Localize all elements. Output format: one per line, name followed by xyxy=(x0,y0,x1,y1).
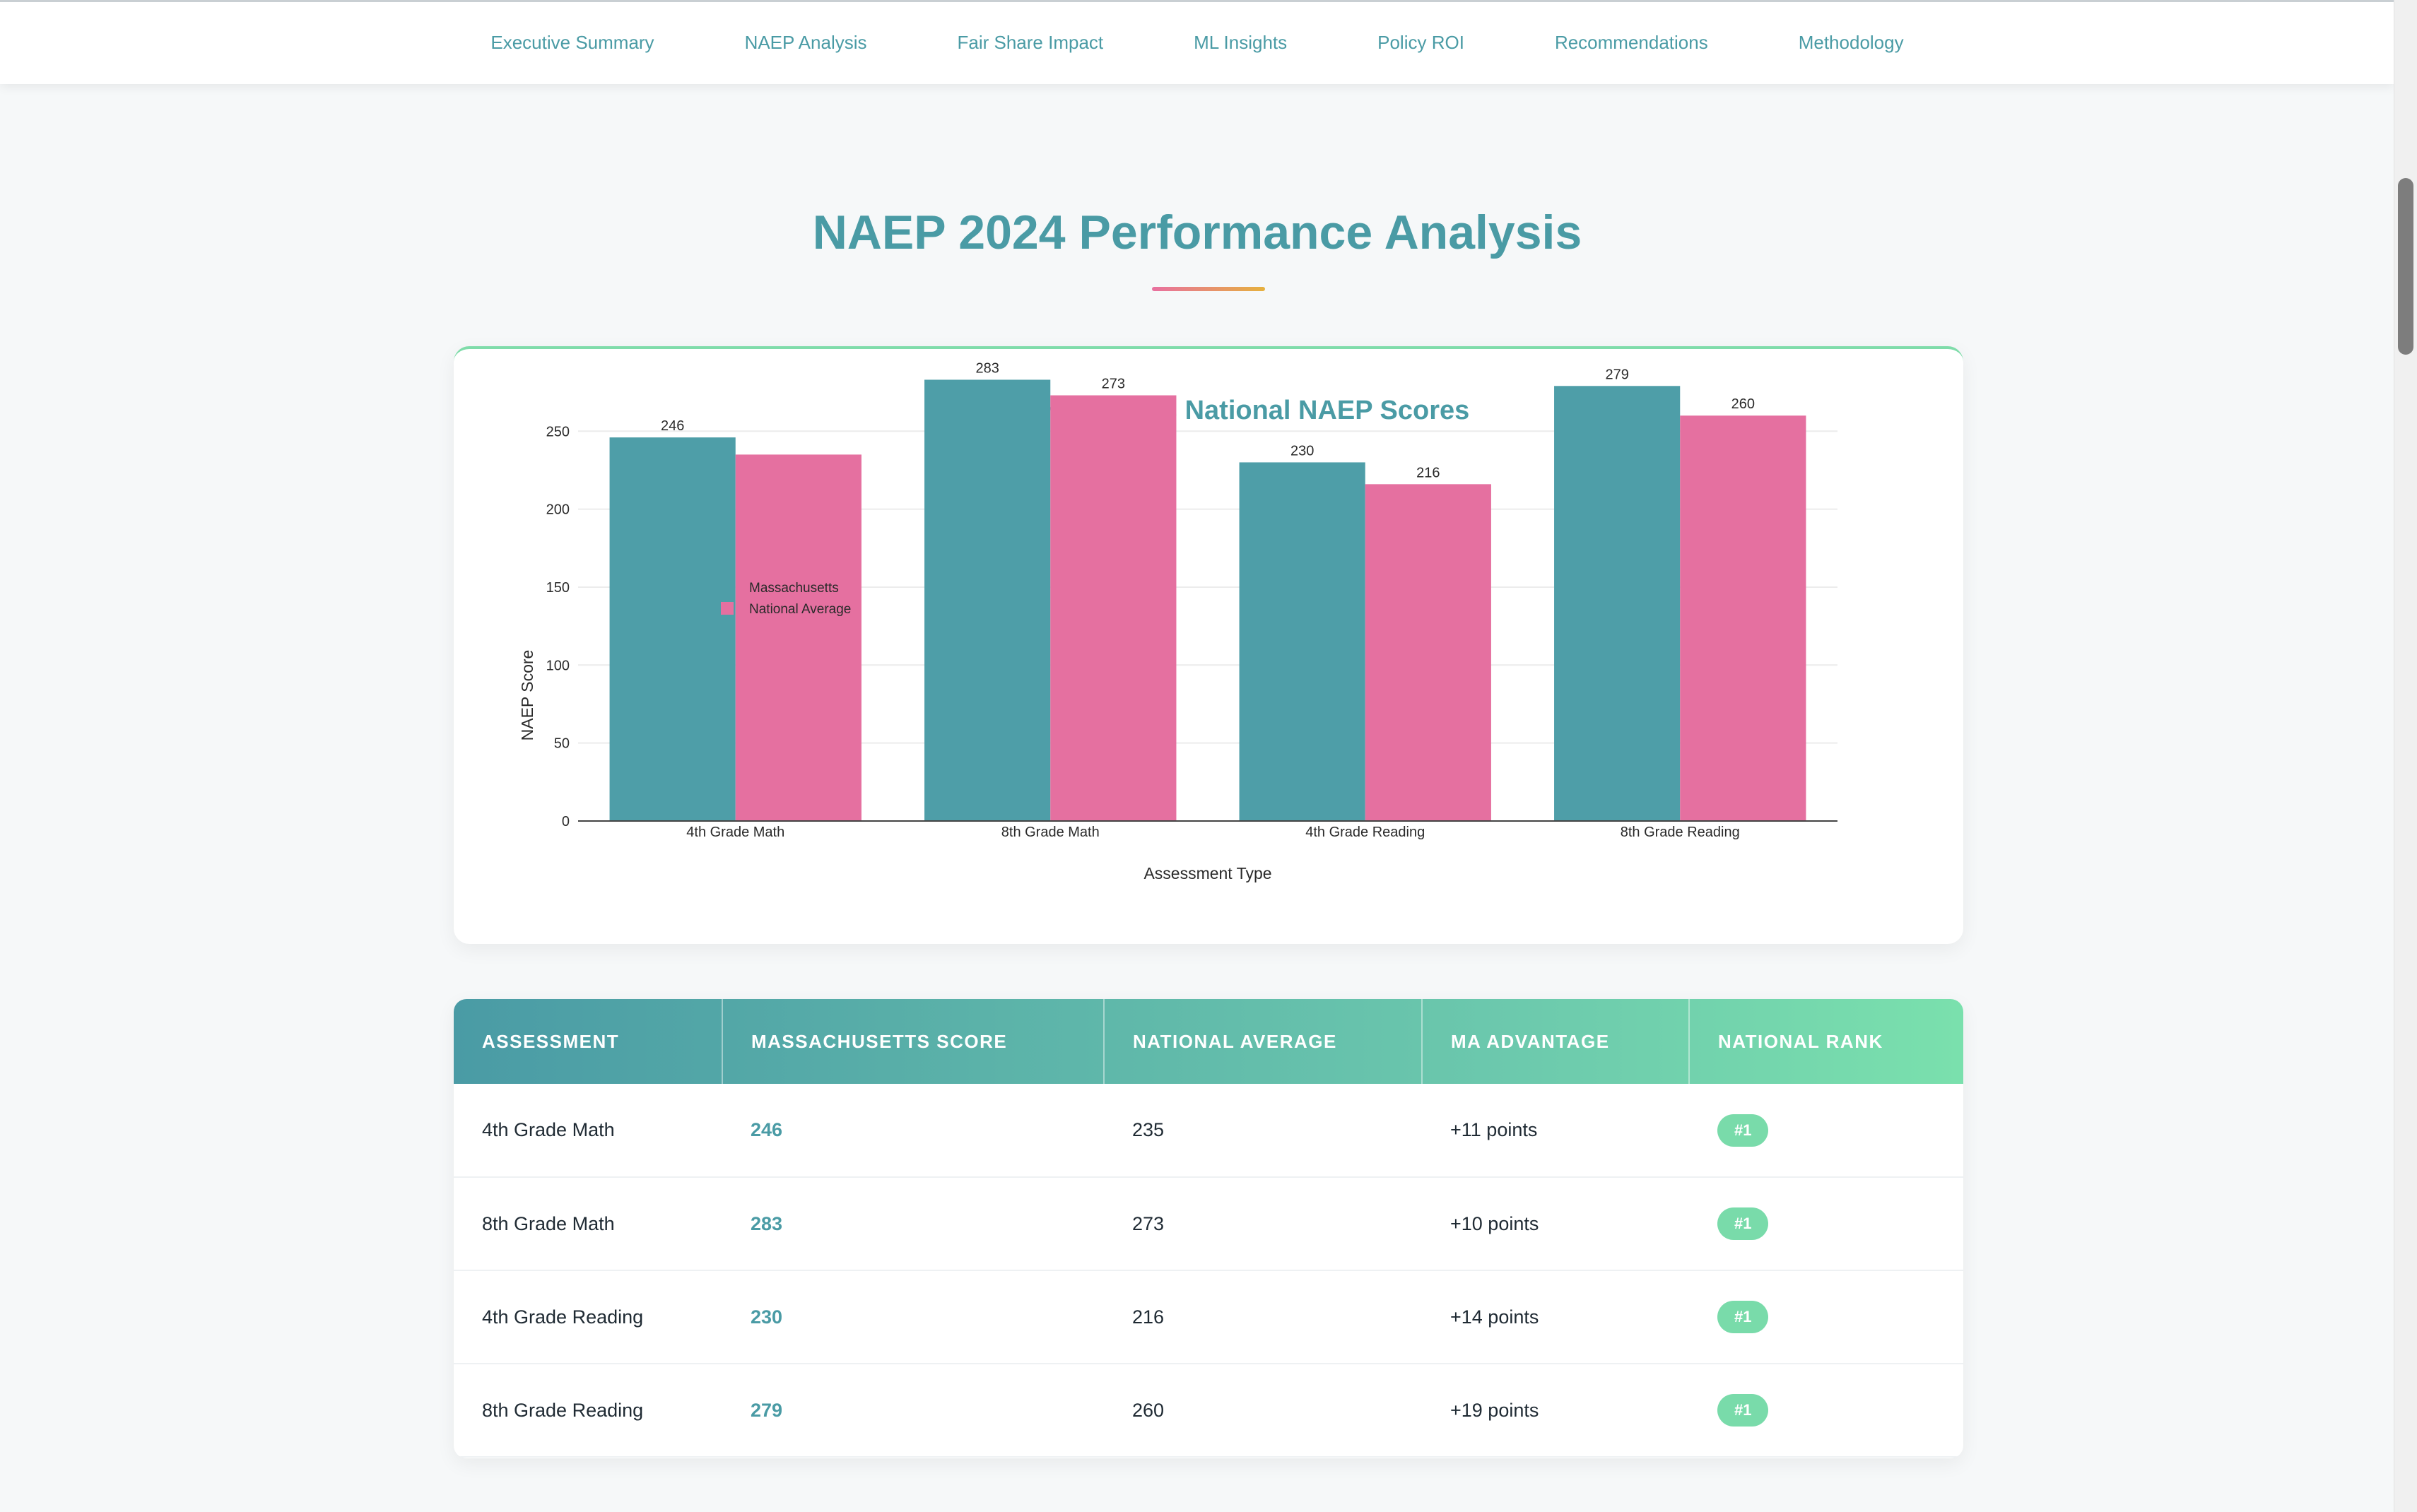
cell-national-average: 273 xyxy=(1132,1212,1165,1234)
cell-rank: #1 xyxy=(1689,1364,1963,1457)
cell-ma-advantage: +10 points xyxy=(1450,1212,1539,1234)
top-navigation: Executive Summary NAEP Analysis Fair Sha… xyxy=(0,0,2394,84)
bar-massachusetts xyxy=(924,379,1051,821)
header-assessment: ASSESSMENT xyxy=(454,999,723,1084)
cell-rank: #1 xyxy=(1689,1177,1963,1270)
table-row: 8th Grade Reading 279 260 +19 points #1 xyxy=(454,1364,1963,1457)
table-header-row: ASSESSMENT MASSACHUSETTS SCORE NATIONAL … xyxy=(454,999,1963,1084)
naep-table: ASSESSMENT MASSACHUSETTS SCORE NATIONAL … xyxy=(454,999,1963,1458)
cell-ma-advantage: +19 points xyxy=(1450,1399,1539,1421)
bar-national xyxy=(1050,395,1177,821)
bar-value-label: 230 xyxy=(1290,443,1314,459)
cell-ma-score: 279 xyxy=(751,1399,783,1421)
nav-executive-summary[interactable]: Executive Summary xyxy=(490,31,654,53)
cell-national-average: 235 xyxy=(1132,1119,1165,1140)
legend-swatch xyxy=(721,581,734,593)
section-title: NAEP 2024 Performance Analysis xyxy=(812,206,1582,259)
y-axis-title: NAEP Score xyxy=(518,650,536,741)
rank-badge: #1 xyxy=(1717,1394,1769,1427)
cell-assessment: 4th Grade Math xyxy=(482,1119,615,1140)
cell-rank: #1 xyxy=(1689,1084,1963,1177)
cell-assessment: 8th Grade Reading xyxy=(482,1399,644,1421)
table-row: 4th Grade Reading 230 216 +14 points #1 xyxy=(454,1270,1963,1364)
header-national-rank: NATIONAL RANK xyxy=(1718,1030,1883,1052)
y-tick-label: 250 xyxy=(546,424,570,439)
cell-national-average: 260 xyxy=(1132,1399,1165,1421)
scrollbar-thumb[interactable] xyxy=(2398,178,2413,355)
y-tick-label: 0 xyxy=(562,814,570,829)
table-row: 8th Grade Math 283 273 +10 points #1 xyxy=(454,1177,1963,1270)
bar-value-label: 246 xyxy=(661,418,684,434)
nav-ml-insights[interactable]: ML Insights xyxy=(1194,31,1288,53)
cell-ma-advantage: +14 points xyxy=(1450,1306,1539,1328)
nav-recommendations[interactable]: Recommendations xyxy=(1554,31,1708,53)
cell-national-average: 216 xyxy=(1132,1306,1165,1328)
header-ma-score: MASSACHUSETTS SCORE xyxy=(722,999,1105,1084)
bar-national xyxy=(1680,415,1806,821)
bar-massachusetts xyxy=(1554,386,1681,821)
x-tick-label: 8th Grade Math xyxy=(1001,825,1100,840)
title-underline xyxy=(1152,287,1265,291)
bar-national xyxy=(735,454,861,821)
y-tick-label: 50 xyxy=(554,736,570,752)
legend-label: Massachusetts xyxy=(749,581,839,596)
page-scrollbar[interactable] xyxy=(2394,0,2417,1512)
cell-ma-score: 283 xyxy=(751,1212,783,1234)
cell-assessment: 8th Grade Math xyxy=(482,1212,615,1234)
rank-badge: #1 xyxy=(1717,1114,1769,1147)
bar-massachusetts xyxy=(1239,462,1365,821)
rank-badge: #1 xyxy=(1717,1207,1769,1240)
cell-assessment: 4th Grade Reading xyxy=(482,1306,644,1328)
bar-value-label: 279 xyxy=(1605,367,1628,382)
bar-value-label: 260 xyxy=(1731,396,1755,412)
nav-naep-analysis[interactable]: NAEP Analysis xyxy=(744,31,867,53)
bar-value-label: 283 xyxy=(975,360,999,376)
bar-value-label: 273 xyxy=(1102,377,1125,392)
bar-value-label: 216 xyxy=(1416,465,1440,480)
x-tick-label: 8th Grade Reading xyxy=(1621,825,1740,840)
nav-policy-roi[interactable]: Policy ROI xyxy=(1377,31,1464,53)
x-tick-label: 4th Grade Reading xyxy=(1305,825,1425,840)
header-ma-advantage: MA ADVANTAGE xyxy=(1422,999,1690,1084)
x-tick-label: 4th Grade Math xyxy=(686,825,784,840)
legend-label: National Average xyxy=(749,602,851,617)
cell-rank: #1 xyxy=(1689,1270,1963,1364)
cell-ma-advantage: +11 points xyxy=(1450,1119,1538,1140)
nav-fair-share-impact[interactable]: Fair Share Impact xyxy=(957,31,1104,53)
naep-table-card: ASSESSMENT MASSACHUSETTS SCORE NATIONAL … xyxy=(454,999,1963,1458)
table-row: 4th Grade Math 246 235 +11 points #1 xyxy=(454,1084,1963,1177)
bar-national xyxy=(1365,484,1491,821)
y-tick-label: 200 xyxy=(546,502,570,518)
rank-badge: #1 xyxy=(1717,1301,1769,1333)
header-national-average: NATIONAL AVERAGE xyxy=(1104,999,1423,1084)
cell-ma-score: 246 xyxy=(751,1119,783,1140)
cell-ma-score: 230 xyxy=(751,1306,783,1328)
bar-chart: 0 50 100 150 200 250 246 4th Grade Math 283 273 8t… xyxy=(518,360,1837,882)
bar-massachusetts xyxy=(609,437,736,821)
legend-swatch xyxy=(721,602,734,615)
x-axis-title: Assessment Type xyxy=(1143,864,1271,882)
y-tick-label: 150 xyxy=(546,580,570,596)
y-tick-label: 100 xyxy=(546,658,570,673)
nav-methodology[interactable]: Methodology xyxy=(1798,31,1904,53)
